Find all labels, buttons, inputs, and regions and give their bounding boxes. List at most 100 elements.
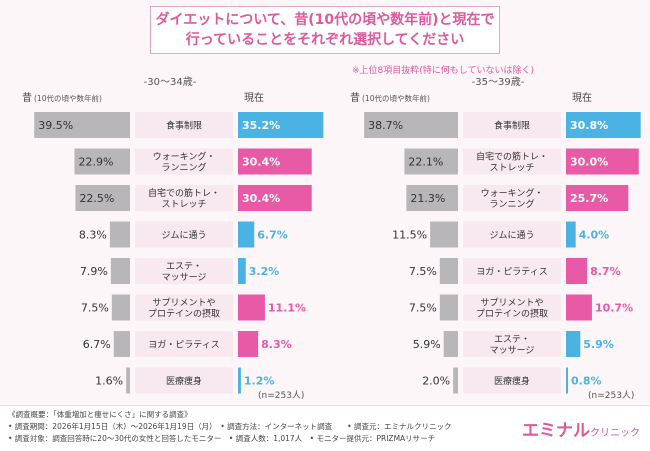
- logo-main: エミナル: [522, 421, 590, 441]
- past-bar: [439, 294, 458, 321]
- present-bar: [238, 185, 312, 211]
- present-value-label: 3.2%: [249, 265, 280, 278]
- past-header: 昔: [350, 92, 360, 104]
- category-label-box: [135, 148, 233, 175]
- present-bar: [238, 258, 246, 284]
- past-bar: [404, 148, 458, 175]
- title-box: ダイエットについて、昔(10代の頃や数年前)と現在で 行っていることをそれぞれ選…: [150, 6, 500, 54]
- present-bar: [566, 367, 568, 394]
- n-label-30-34: (n=253人): [258, 391, 305, 401]
- present-bar: [566, 258, 588, 284]
- present-value-label: 8.3%: [261, 338, 292, 351]
- past-value-label: 1.6%: [95, 375, 123, 388]
- age-group-label: -30～34歳-: [144, 76, 197, 88]
- past-bar: [113, 331, 130, 357]
- category-label: ランニング: [161, 162, 206, 174]
- present-value-label: 30.0%: [570, 156, 608, 169]
- category-label: 食事制限: [166, 120, 202, 132]
- present-value-label: 30.4%: [242, 192, 280, 205]
- category-label: 食事制限: [494, 120, 530, 132]
- category-label: ジムに通う: [489, 230, 534, 241]
- category-label: ウォーキング・: [153, 151, 216, 163]
- past-value-label: 22.1%: [408, 156, 443, 169]
- present-value-label: 6.7%: [257, 229, 288, 242]
- past-bar: [111, 294, 130, 321]
- past-value-label: 7.5%: [81, 302, 109, 315]
- present-value-label: 4.0%: [579, 229, 610, 242]
- title-line-2: 行っていることをそれぞれ選択してください: [185, 32, 465, 48]
- category-label: サプリメントや: [480, 298, 543, 309]
- past-header-sub: (10代の頃や数年前): [362, 93, 430, 103]
- present-value-label: 8.7%: [590, 265, 621, 278]
- present-header: 現在: [244, 92, 264, 104]
- present-value-label: 30.4%: [242, 156, 280, 169]
- category-label: ストレッチ: [161, 199, 206, 210]
- category-label: マッサージ: [490, 345, 535, 356]
- past-value-label: 8.3%: [79, 229, 107, 242]
- present-value-label: 11.1%: [268, 302, 306, 315]
- present-value-label: 30.8%: [570, 119, 608, 132]
- category-label: 医療痩身: [166, 375, 202, 387]
- category-label: 自宅での筋トレ・: [476, 151, 548, 163]
- past-value-label: 22.5%: [79, 192, 114, 205]
- past-value-label: 11.5%: [392, 229, 427, 242]
- past-bar: [453, 367, 458, 394]
- past-value-label: 39.5%: [38, 119, 73, 132]
- n-label-35-39: (n=253人): [588, 391, 635, 401]
- present-value-label: 1.2%: [244, 375, 275, 388]
- category-label: 医療痩身: [494, 375, 530, 387]
- footer-line-3: • 調査対象：調査回答時に20～30代の女性と回答したモニター • 調査人数：1…: [8, 434, 436, 443]
- category-label-box: [463, 148, 561, 175]
- present-bar: [566, 221, 576, 248]
- category-label-box: [135, 221, 233, 248]
- footer: 《調査概要：「体重増加と痩せにくさ」に関する調査》 • 調査期間：2026年1月…: [0, 405, 650, 451]
- past-bar: [34, 112, 130, 138]
- present-bar: [238, 148, 312, 175]
- age-group-label: -35～39歳-: [472, 76, 525, 88]
- clinic-logo: エミナルクリニック: [522, 416, 640, 441]
- past-value-label: 38.7%: [368, 119, 403, 132]
- past-value-label: 2.0%: [422, 375, 450, 388]
- present-bar: [238, 367, 241, 394]
- category-label: ストレッチ: [489, 163, 534, 174]
- present-header: 現在: [572, 92, 592, 104]
- category-label: プロテインの摂取: [148, 308, 220, 320]
- category-label-box: [135, 294, 233, 321]
- footer-line-2: • 調査期間：2026年1月15日（木）～2026年1月19日（月） • 調査方…: [8, 422, 452, 431]
- present-bar: [238, 221, 255, 248]
- category-label: エステ・: [494, 334, 530, 345]
- category-label-box: [135, 185, 233, 211]
- past-bar: [439, 258, 458, 284]
- present-value-label: 10.7%: [595, 302, 633, 315]
- past-header: 昔: [22, 92, 32, 104]
- past-value-label: 7.9%: [80, 265, 108, 278]
- category-label: ランニング: [489, 198, 534, 210]
- category-label: ウォーキング・: [481, 187, 544, 199]
- category-label-box: [135, 367, 233, 394]
- category-label: ジムに通う: [161, 230, 206, 241]
- present-value-label: 5.9%: [583, 338, 614, 351]
- category-label-box: [135, 258, 233, 284]
- footer-line-1: 《調査概要：「体重増加と痩せにくさ」に関する調査》: [8, 410, 192, 419]
- present-bar: [566, 112, 641, 138]
- past-value-label: 6.7%: [83, 338, 111, 351]
- present-bar: [238, 331, 259, 357]
- category-label-box: [463, 294, 561, 321]
- past-bar: [110, 258, 130, 284]
- category-label-box: [463, 331, 561, 357]
- category-label-box: [135, 331, 233, 357]
- past-bar: [75, 185, 130, 211]
- past-bar: [364, 112, 458, 138]
- past-value-label: 7.5%: [409, 265, 437, 278]
- category-label-box: [463, 258, 561, 284]
- category-label-box: [463, 185, 561, 211]
- past-bar: [406, 185, 458, 211]
- past-value-label: 22.9%: [78, 156, 113, 169]
- past-header-sub: (10代の頃や数年前): [34, 93, 102, 103]
- category-label: マッサージ: [162, 272, 207, 283]
- present-value-label: 0.8%: [571, 375, 602, 388]
- present-bar: [566, 185, 629, 211]
- category-label: 自宅での筋トレ・: [148, 187, 220, 199]
- logo-sub: クリニック: [590, 428, 640, 439]
